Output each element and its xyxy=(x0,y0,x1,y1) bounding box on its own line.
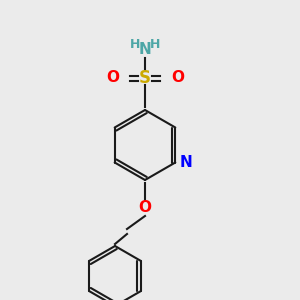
Text: N: N xyxy=(179,155,192,170)
Text: H: H xyxy=(130,38,140,52)
Text: O: O xyxy=(171,70,184,86)
Text: O: O xyxy=(139,200,152,215)
Text: O: O xyxy=(106,70,119,86)
Text: S: S xyxy=(139,69,151,87)
Text: H: H xyxy=(150,38,160,52)
Text: N: N xyxy=(139,43,152,58)
